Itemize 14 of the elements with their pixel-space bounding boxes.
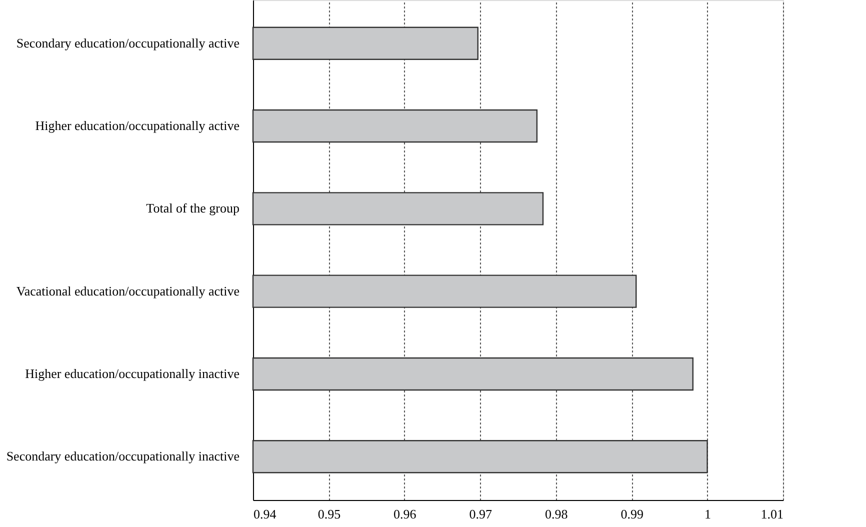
x-tick-label: 0.97	[469, 506, 493, 522]
x-tick-label: 0.95	[318, 506, 341, 522]
y-tick-label: Secondary education/occupationally inactive	[6, 448, 240, 464]
x-tick-label: 0.99	[620, 506, 644, 522]
y-tick-label: Higher education/occupationally inactive	[25, 366, 240, 381]
y-tick-label: Vacational education/occupationally active	[16, 283, 240, 298]
y-tick-label: Total of the group	[146, 200, 240, 216]
x-tick-label: 0.98	[544, 506, 568, 522]
x-tick-label: 0.96	[394, 506, 417, 522]
x-tick-label: 1.01	[760, 506, 784, 522]
x-tick-label: 1	[704, 506, 712, 522]
y-tick-label: Secondary education/occupationally active	[16, 35, 240, 50]
x-tick-label: 0.94	[254, 506, 277, 522]
y-tick-label: Higher education/occupationally active	[35, 118, 240, 134]
